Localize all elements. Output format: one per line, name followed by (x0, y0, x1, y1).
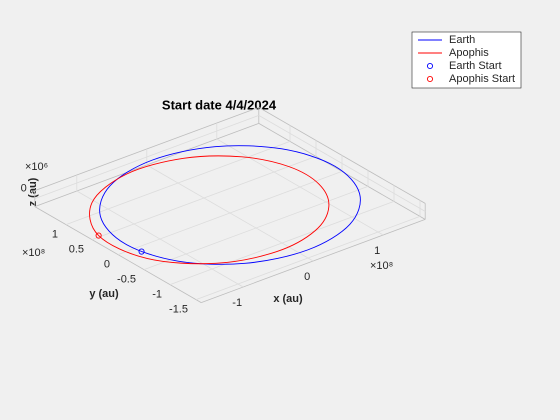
grid-line (258, 115, 426, 212)
legend-label: Earth Start (449, 60, 502, 72)
y-axis-label: y (au) (89, 288, 119, 300)
chart-title: Start date 4/4/2024 (162, 97, 277, 112)
legend-box (411, 31, 522, 89)
z-tick-label: 0 (21, 183, 27, 195)
orbit-line (99, 145, 361, 265)
y-tick-label: 0 (104, 259, 110, 271)
y-tick-label: -0.5 (117, 274, 136, 286)
grid-line (195, 216, 421, 300)
y-tick-label: 1 (52, 229, 58, 241)
grid-line (65, 141, 291, 225)
legend-label: Earth (449, 34, 475, 46)
z-axis-label: z (au) (27, 177, 39, 206)
z-multiplier: ×10⁶ (25, 161, 48, 173)
y-tick-label: -1 (152, 289, 162, 301)
y-multiplier: ×10⁸ (22, 247, 45, 259)
legend-swatch (426, 62, 434, 70)
legend-swatch (426, 75, 434, 83)
x-axis-label: x (au) (273, 293, 303, 305)
orbit-line (89, 155, 330, 265)
x-tick-label: 1 (374, 245, 380, 257)
start-marker (138, 248, 145, 255)
legend-label: Apophis Start (449, 73, 515, 85)
x-tick-label: -1 (232, 297, 242, 309)
grid-line (117, 171, 343, 255)
x-tick-label: 0 (304, 271, 310, 283)
grid-line (91, 156, 317, 240)
y-tick-label: 0.5 (69, 244, 84, 256)
start-marker (95, 232, 102, 239)
grid-line (143, 186, 369, 270)
grid-line (34, 115, 259, 199)
legend-label: Apophis (449, 47, 489, 59)
y-tick-label: -1.5 (169, 304, 188, 316)
x-multiplier: ×10⁸ (370, 260, 393, 272)
